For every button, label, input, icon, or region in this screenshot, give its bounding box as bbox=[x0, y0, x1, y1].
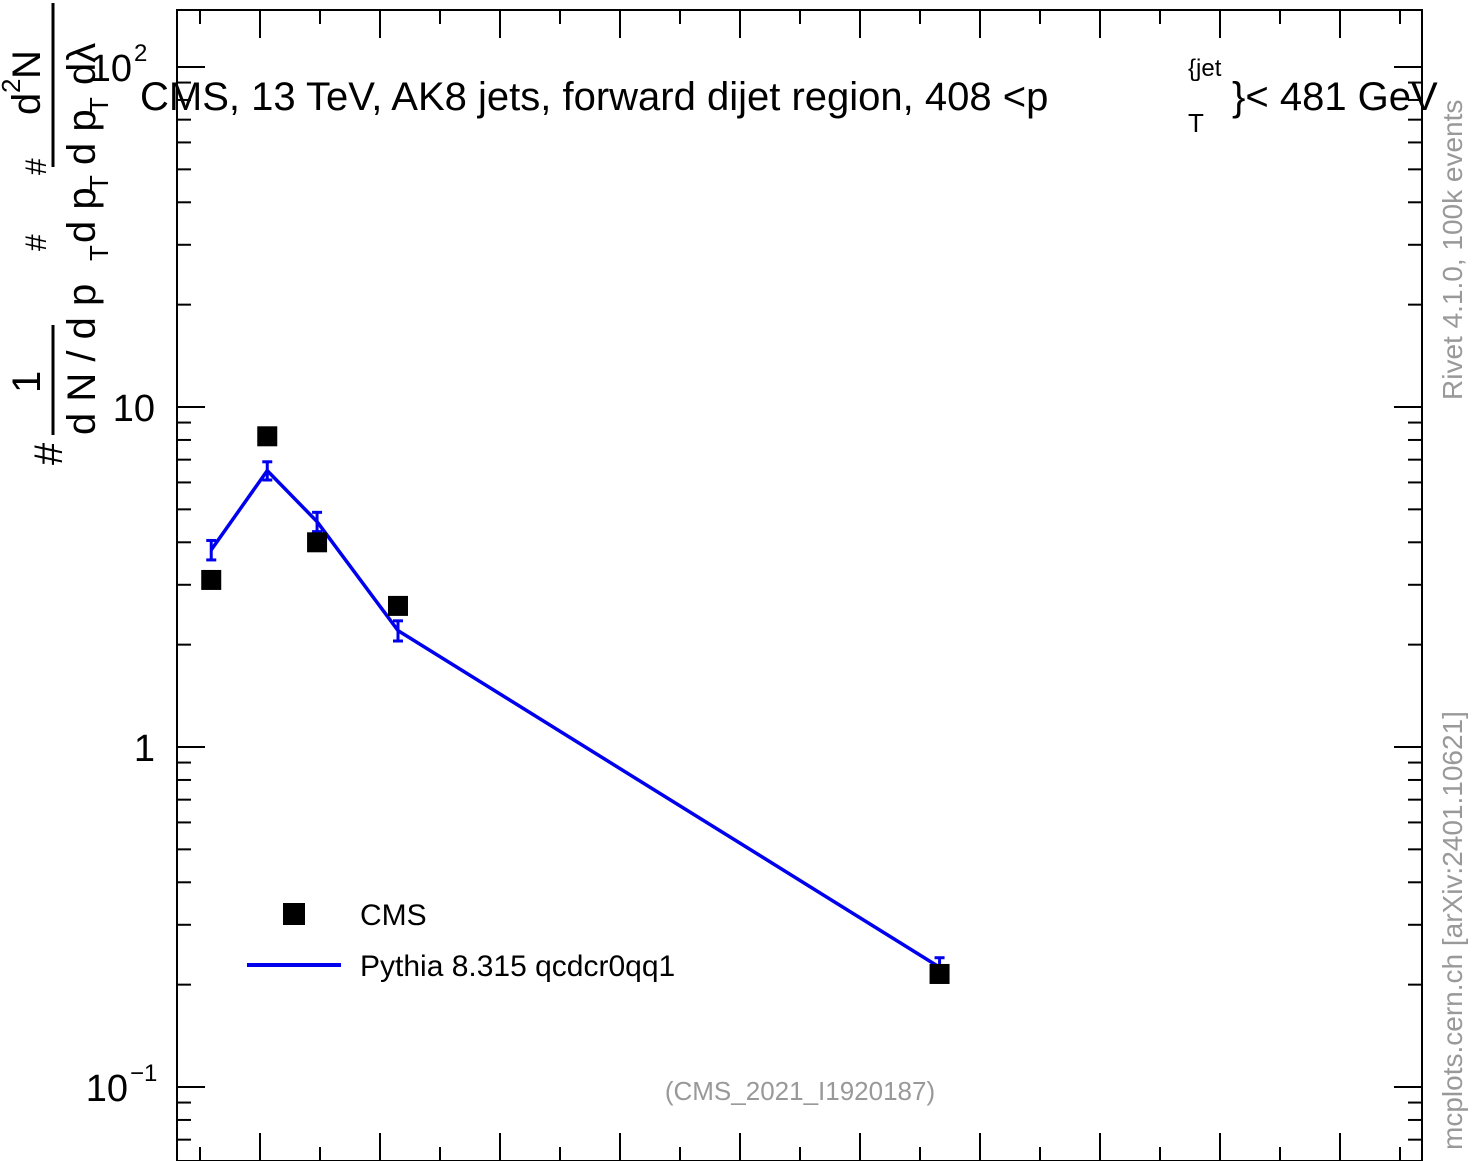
ylabel-T2: T bbox=[84, 175, 114, 191]
y-tick-label-base: 10 bbox=[113, 388, 155, 430]
y-tick-label-base: 10 bbox=[90, 48, 132, 90]
cms-data-point bbox=[307, 532, 328, 553]
title-main: CMS, 13 TeV, AK8 jets, forward dijet reg… bbox=[140, 75, 1048, 119]
y-tick-label-exp: 2 bbox=[134, 40, 147, 67]
y-tick-label-base: 10 bbox=[86, 1068, 128, 1110]
ylabel-dlambda: dλ bbox=[60, 43, 104, 85]
ylabel-one: 1 bbox=[5, 371, 49, 393]
cms-data-point bbox=[929, 963, 950, 984]
legend-cms-label: CMS bbox=[360, 899, 427, 932]
cms-data-point bbox=[201, 569, 222, 590]
y-axis-ticks bbox=[177, 66, 1422, 1141]
ylabel-hash3: # bbox=[20, 158, 53, 175]
ylabel-dpT: d p bbox=[60, 187, 104, 243]
series-cms bbox=[201, 426, 950, 984]
y-tick-label: 10 −1 bbox=[86, 1060, 158, 1110]
rivet-info: Rivet 4.1.0, 100k events bbox=[1437, 100, 1468, 400]
ylabel-d2N-N: N bbox=[5, 50, 49, 79]
cms-data-point bbox=[257, 426, 278, 447]
ylabel-dpT2: d p bbox=[60, 109, 104, 165]
ylabel-d2N-d: d bbox=[5, 93, 49, 115]
ylabel-dN: d N / d p bbox=[60, 284, 104, 435]
y-tick-label: 10 2 bbox=[90, 40, 148, 90]
legend-cms-marker bbox=[283, 903, 305, 925]
mcplots-info: mcplots.cern.ch [arXiv:2401.10621] bbox=[1437, 711, 1468, 1150]
title-close: }< 481 GeV bbox=[1232, 75, 1438, 119]
ylabel-d2N-2: 2 bbox=[0, 79, 26, 93]
cms-data-point bbox=[387, 595, 408, 616]
legend-pythia-label: Pythia 8.315 qcdcr0qq1 bbox=[360, 950, 675, 983]
analysis-watermark: (CMS_2021_I1920187) bbox=[665, 1076, 935, 1106]
title-sub: T bbox=[1188, 108, 1204, 138]
ylabel-hash: # bbox=[27, 442, 71, 465]
x-axis-ticks bbox=[199, 10, 1401, 1161]
y-tick-label-exp: −1 bbox=[130, 1060, 157, 1087]
legend: CMS Pythia 8.315 qcdcr0qq1 bbox=[247, 899, 675, 983]
y-tick-label: 1 bbox=[134, 728, 155, 770]
chart-title: CMS, 13 TeV, AK8 jets, forward dijet reg… bbox=[140, 55, 1438, 138]
ylabel-T1: T bbox=[84, 245, 114, 261]
y-axis-label: # 1 d N / d p T # d p T # d 2 N d p T dλ bbox=[0, 3, 114, 465]
y-tick-label: 10 bbox=[113, 388, 155, 430]
ylabel-T3: T bbox=[84, 97, 114, 113]
title-sup: {jet bbox=[1188, 55, 1222, 82]
y-tick-label-base: 1 bbox=[134, 728, 155, 770]
ylabel-hash2: # bbox=[20, 234, 53, 251]
